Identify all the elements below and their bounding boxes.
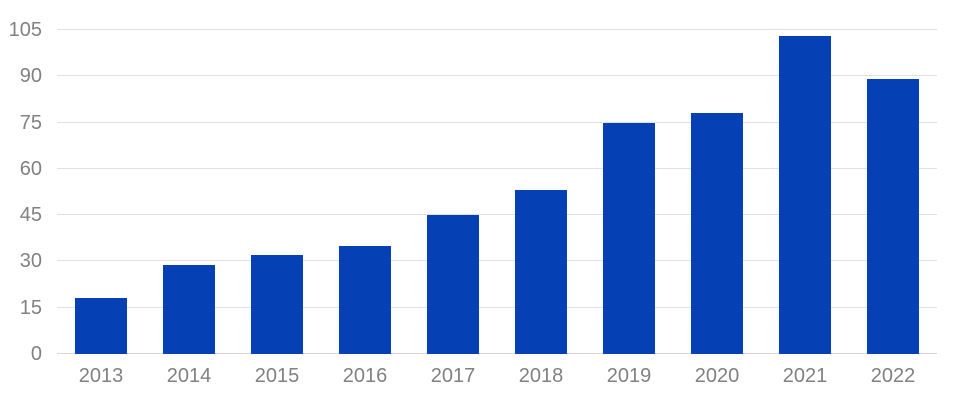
bar-2016 [339, 246, 391, 354]
gridline [57, 121, 937, 123]
gridline [57, 167, 937, 169]
x-axis-tick-label: 2019 [606, 365, 652, 387]
bar-2022 [867, 79, 919, 354]
gridline [57, 260, 937, 262]
bar-2013 [75, 298, 127, 354]
y-axis-tick-label: 60 [19, 157, 42, 180]
gridline [57, 214, 937, 216]
x-axis-tick-label: 2017 [430, 365, 476, 387]
bar-2017 [427, 215, 479, 354]
plot-area [57, 29, 937, 354]
x-axis-tick-label: 2013 [78, 365, 124, 387]
bar-2018 [515, 190, 567, 354]
baseline-gridline [57, 353, 937, 354]
gridline [57, 75, 937, 77]
x-axis-tick-label: 2014 [166, 365, 212, 387]
bar-2015 [251, 255, 303, 354]
x-axis-tick-label: 2016 [342, 365, 388, 387]
bar-2014 [163, 264, 215, 354]
x-axis-tick-label: 2022 [870, 365, 916, 387]
bar-2019 [603, 122, 655, 354]
x-axis-tick-label: 2021 [782, 365, 828, 387]
y-axis-tick-label: 0 [30, 343, 42, 365]
bar-2021 [779, 36, 831, 354]
y-axis-tick-label: 75 [19, 111, 42, 134]
y-axis-tick-label: 45 [19, 204, 42, 227]
gridline [57, 306, 937, 308]
y-axis-tick-label: 90 [19, 65, 42, 88]
y-axis-tick-label: 30 [19, 250, 42, 273]
x-axis-tick-label: 2020 [694, 365, 740, 387]
y-axis-tick-label: 15 [19, 296, 42, 319]
x-axis-tick-label: 2018 [518, 365, 564, 387]
y-axis-tick-label: 105 [8, 19, 42, 41]
gridline [57, 29, 937, 30]
bar-2020 [691, 113, 743, 354]
x-axis-tick-label: 2015 [254, 365, 300, 387]
